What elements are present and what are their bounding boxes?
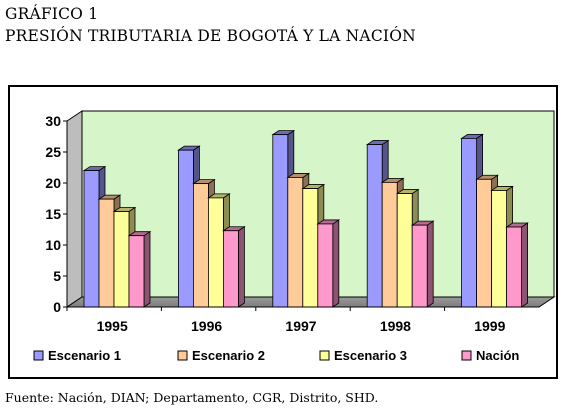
bar <box>287 177 304 308</box>
y-tick-label: 25 <box>45 144 61 160</box>
bar <box>461 137 478 308</box>
bar-side <box>332 219 340 308</box>
y-tick-label: 0 <box>53 299 61 315</box>
chart-title-line-1: GRÁFICO 1 <box>5 5 99 23</box>
bar <box>192 183 209 308</box>
bar-side <box>426 220 434 308</box>
bar <box>177 149 194 308</box>
y-tick-label: 15 <box>45 206 61 222</box>
y-tick-label: 20 <box>45 175 61 191</box>
bar <box>366 144 383 308</box>
chart-frame <box>8 85 558 379</box>
y-tick-label: 30 <box>45 113 61 129</box>
bar-side <box>143 230 151 308</box>
x-tick-label: 1999 <box>474 318 505 334</box>
bar <box>98 198 115 308</box>
legend-label: Nación <box>476 348 519 363</box>
bar <box>381 181 398 308</box>
legend-label: Escenario 1 <box>48 348 121 363</box>
x-tick-label: 1998 <box>380 318 411 334</box>
bar <box>476 178 493 308</box>
legend-label: Escenario 3 <box>334 348 407 363</box>
bar-side <box>521 222 528 308</box>
y-tick-label: 5 <box>53 268 61 284</box>
bar <box>302 188 319 308</box>
bar <box>128 235 145 308</box>
bar-side <box>237 225 245 308</box>
y-tick-label: 10 <box>45 237 61 253</box>
bar <box>396 193 413 308</box>
legend-label: Escenario 2 <box>192 348 265 363</box>
x-tick-label: 1997 <box>285 318 316 334</box>
x-tick-label: 1995 <box>97 318 128 334</box>
bar <box>317 223 334 308</box>
bar <box>83 170 100 308</box>
source-note: Fuente: Nación, DIAN; Departamento, CGR,… <box>5 390 379 405</box>
plot-side-wall <box>66 110 83 308</box>
bar <box>113 211 130 308</box>
bar <box>272 134 289 308</box>
legend-swatch <box>319 350 330 361</box>
bar <box>491 190 508 308</box>
bar <box>207 197 224 308</box>
legend-swatch <box>177 350 188 361</box>
legend-swatch <box>461 350 472 361</box>
legend-swatch <box>33 350 44 361</box>
bar <box>411 224 428 308</box>
bar <box>506 226 523 308</box>
chart-title-line-2: PRESIÓN TRIBUTARIA DE BOGOTÁ Y LA NACIÓN <box>5 27 416 45</box>
x-tick-label: 1996 <box>191 318 222 334</box>
bar <box>222 230 239 308</box>
